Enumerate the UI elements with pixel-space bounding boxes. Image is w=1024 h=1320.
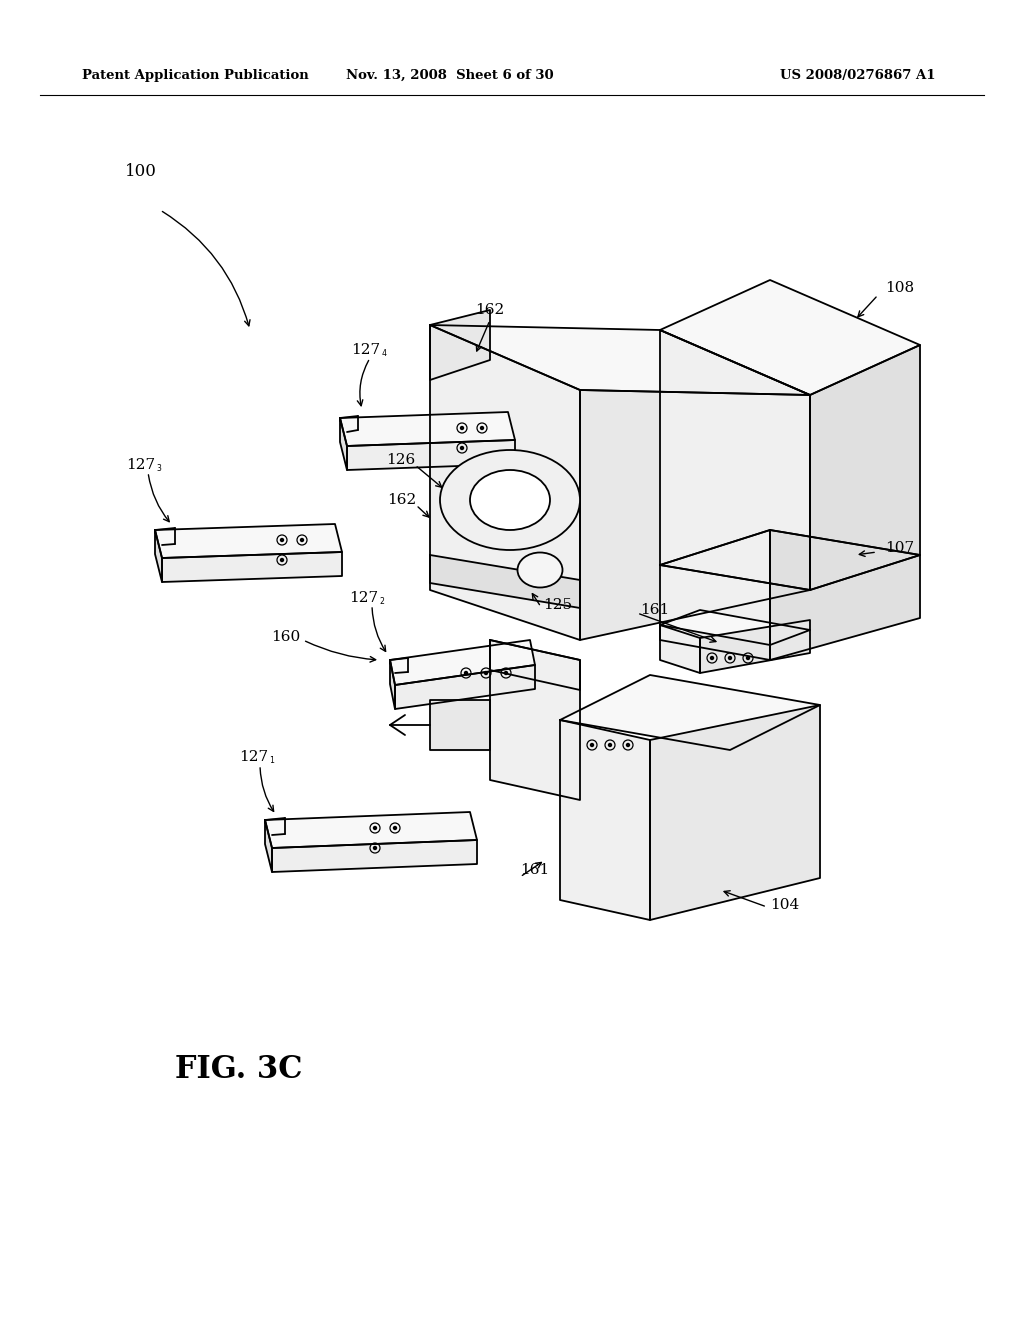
Polygon shape	[770, 531, 920, 660]
Circle shape	[711, 656, 714, 660]
Polygon shape	[660, 610, 810, 645]
Text: 162: 162	[387, 492, 416, 507]
Text: 127: 127	[351, 343, 380, 356]
Ellipse shape	[440, 450, 580, 550]
Polygon shape	[272, 840, 477, 873]
Circle shape	[281, 558, 284, 561]
Polygon shape	[560, 719, 650, 920]
Polygon shape	[430, 700, 490, 750]
Polygon shape	[810, 345, 920, 590]
Circle shape	[627, 743, 630, 747]
Text: 161: 161	[520, 863, 549, 876]
Polygon shape	[340, 418, 347, 470]
Polygon shape	[650, 705, 820, 920]
Circle shape	[505, 672, 508, 675]
Polygon shape	[660, 531, 920, 590]
Polygon shape	[162, 552, 342, 582]
Text: 160: 160	[270, 630, 300, 644]
Text: $_4$: $_4$	[381, 348, 388, 360]
Polygon shape	[390, 640, 535, 685]
Polygon shape	[430, 325, 580, 640]
Circle shape	[300, 539, 303, 541]
Text: 127: 127	[239, 750, 268, 764]
Polygon shape	[155, 531, 162, 582]
Polygon shape	[660, 330, 810, 590]
Polygon shape	[580, 389, 810, 640]
Circle shape	[461, 426, 464, 429]
Polygon shape	[560, 675, 820, 750]
Text: Nov. 13, 2008  Sheet 6 of 30: Nov. 13, 2008 Sheet 6 of 30	[346, 69, 554, 82]
Text: $_3$: $_3$	[156, 463, 163, 475]
Polygon shape	[490, 640, 580, 690]
Text: $_1$: $_1$	[269, 755, 275, 767]
Circle shape	[393, 826, 396, 829]
Polygon shape	[347, 440, 515, 470]
Polygon shape	[390, 660, 395, 709]
Polygon shape	[430, 310, 490, 380]
Polygon shape	[490, 640, 580, 800]
Ellipse shape	[517, 553, 562, 587]
Circle shape	[374, 846, 377, 850]
Text: 127: 127	[349, 591, 378, 605]
Text: 161: 161	[640, 603, 670, 616]
Text: 127: 127	[126, 458, 155, 473]
Text: $_2$: $_2$	[379, 597, 385, 609]
Circle shape	[480, 426, 483, 429]
Polygon shape	[265, 820, 272, 873]
Polygon shape	[660, 624, 700, 673]
Circle shape	[281, 539, 284, 541]
Polygon shape	[430, 554, 580, 609]
Polygon shape	[265, 812, 477, 847]
Circle shape	[374, 826, 377, 829]
Circle shape	[484, 672, 487, 675]
Text: 107: 107	[885, 541, 914, 554]
Polygon shape	[155, 524, 342, 558]
Text: 126: 126	[386, 453, 415, 467]
Text: 100: 100	[125, 164, 157, 181]
Text: US 2008/0276867 A1: US 2008/0276867 A1	[780, 69, 936, 82]
Polygon shape	[660, 280, 920, 395]
Circle shape	[461, 446, 464, 450]
Text: 162: 162	[475, 304, 505, 317]
Circle shape	[591, 743, 594, 747]
Text: FIG. 3C: FIG. 3C	[175, 1055, 302, 1085]
Text: 108: 108	[885, 281, 914, 294]
Circle shape	[465, 672, 468, 675]
Circle shape	[728, 656, 731, 660]
Polygon shape	[430, 325, 810, 395]
Polygon shape	[700, 620, 810, 673]
Polygon shape	[660, 531, 770, 660]
Ellipse shape	[470, 470, 550, 531]
Polygon shape	[340, 412, 515, 446]
Circle shape	[746, 656, 750, 660]
Polygon shape	[395, 665, 535, 709]
Text: 125: 125	[543, 598, 572, 612]
Circle shape	[608, 743, 611, 747]
Text: 104: 104	[770, 898, 800, 912]
Text: Patent Application Publication: Patent Application Publication	[82, 69, 309, 82]
